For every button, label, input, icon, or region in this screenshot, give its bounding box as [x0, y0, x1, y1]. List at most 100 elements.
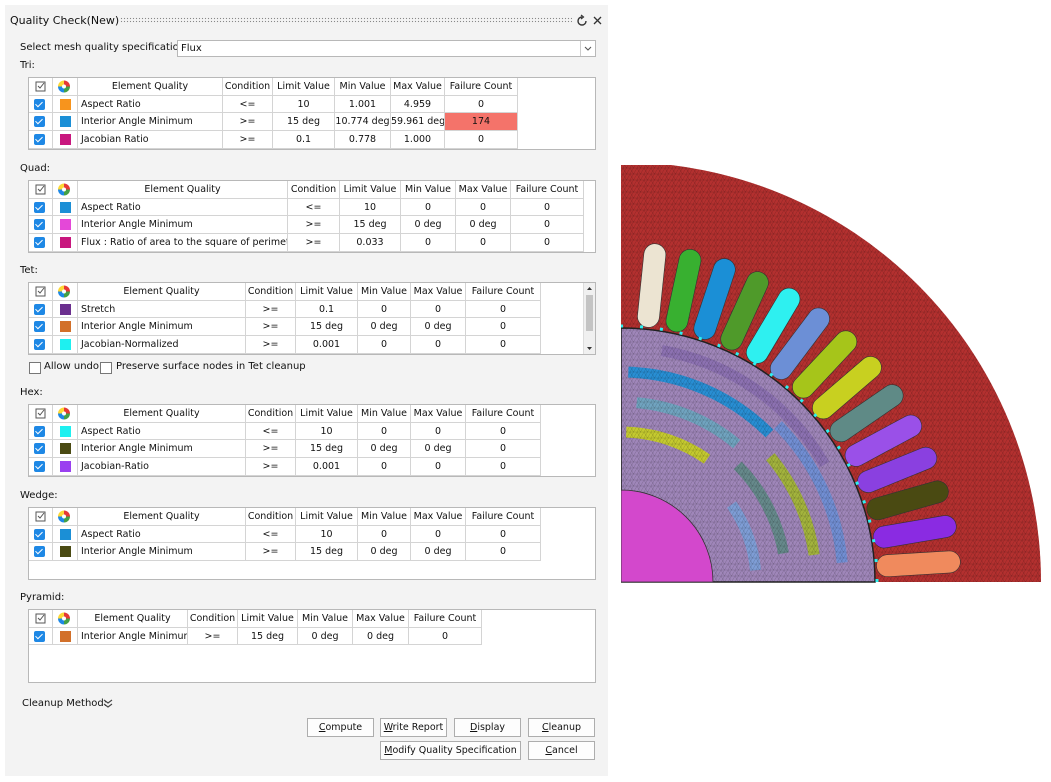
column-header: Element Quality: [78, 181, 288, 199]
spec-dropdown[interactable]: Flux: [177, 40, 596, 57]
column-header: Failure Count: [466, 283, 541, 301]
color-swatch[interactable]: [60, 134, 71, 146]
quality-table: Element Quality Condition Limit Value Min V…: [28, 77, 596, 150]
title-icons: [577, 14, 602, 26]
button[interactable]: Cancel: [528, 741, 595, 760]
row-checkbox[interactable]: [34, 98, 45, 110]
row-checkbox[interactable]: [34, 134, 45, 146]
color-swatch[interactable]: [60, 321, 71, 333]
table-cell: 0: [466, 336, 541, 354]
header-check-cell: [29, 78, 53, 96]
button-label: Compute: [318, 722, 363, 733]
button-label: Cancel: [545, 745, 578, 756]
element-quality: Jacobian-Ratio: [78, 458, 246, 476]
row-check-cell: [29, 300, 53, 319]
column-header: Max Value: [411, 405, 466, 423]
element-quality: Flux : Ratio of area to the square of pe…: [78, 234, 288, 252]
color-swatch[interactable]: [60, 98, 71, 110]
table-cell: 10: [296, 422, 358, 441]
column-header: Max Value: [456, 181, 511, 199]
table-cell: >=: [288, 216, 340, 235]
column-header: Max Value: [411, 283, 466, 301]
row-color-cell: [53, 525, 78, 544]
section-label: Tet:: [20, 265, 38, 276]
table-cell: 0: [401, 198, 456, 217]
expand-icon[interactable]: [103, 698, 113, 710]
refresh-icon[interactable]: [577, 16, 587, 26]
button[interactable]: Cleanup: [528, 718, 595, 737]
row-checkbox[interactable]: [34, 321, 45, 333]
header-color-cell: [53, 508, 78, 526]
row-checkbox[interactable]: [34, 461, 45, 473]
table-cell: 0: [358, 300, 411, 319]
color-swatch[interactable]: [60, 528, 71, 540]
column-header: Limit Value: [340, 181, 401, 199]
table-cell: 0: [401, 234, 456, 252]
row-checkbox[interactable]: [34, 425, 45, 437]
color-swatch[interactable]: [60, 443, 71, 455]
slot: [872, 515, 957, 549]
color-swatch[interactable]: [60, 546, 71, 558]
column-header: Failure Count: [511, 181, 584, 199]
table-cell: 15 deg: [273, 113, 335, 132]
table-cell: 10: [296, 525, 358, 544]
slot: [844, 414, 922, 467]
button[interactable]: Compute: [307, 718, 374, 737]
table-cell: 0.1: [273, 131, 335, 149]
row-checkbox[interactable]: [34, 528, 45, 540]
row-checkbox[interactable]: [34, 237, 45, 249]
table-cell: 0 deg: [411, 543, 466, 562]
color-swatch[interactable]: [60, 303, 71, 315]
column-header: Failure Count: [409, 610, 482, 628]
color-swatch[interactable]: [60, 237, 71, 249]
color-swatch[interactable]: [60, 116, 71, 128]
element-quality: Jacobian Ratio: [78, 131, 223, 149]
color-swatch[interactable]: [60, 339, 71, 351]
color-swatch[interactable]: [60, 461, 71, 473]
table-cell: 0: [511, 234, 584, 252]
header-check-cell: [29, 610, 53, 628]
element-quality: Interior Angle Minimum: [78, 113, 223, 132]
table-cell: 0: [511, 216, 584, 235]
color-swatch[interactable]: [60, 201, 71, 213]
row-checkbox[interactable]: [34, 201, 45, 213]
row-checkbox[interactable]: [34, 303, 45, 315]
row-checkbox[interactable]: [34, 546, 45, 558]
table-cell: 0 deg: [411, 318, 466, 337]
color-swatch[interactable]: [60, 425, 71, 437]
color-swatch[interactable]: [60, 630, 71, 642]
section-label: Hex:: [20, 387, 43, 398]
row-check-cell: [29, 336, 53, 354]
table-cell: 0: [409, 627, 482, 646]
quality-table: Element Quality Condition Limit Value Min V…: [28, 282, 596, 355]
table-cell: 0: [456, 234, 511, 252]
header-check-cell: [29, 283, 53, 301]
close-icon[interactable]: [593, 16, 602, 25]
table-cell: 15 deg: [238, 627, 298, 646]
column-header: Element Quality: [78, 78, 223, 96]
option-checkbox[interactable]: [29, 362, 41, 374]
row-checkbox[interactable]: [34, 443, 45, 455]
dropdown-arrow[interactable]: [580, 41, 595, 56]
row-checkbox[interactable]: [34, 339, 45, 351]
scrollbar[interactable]: [583, 283, 595, 354]
option-checkbox[interactable]: [100, 362, 112, 374]
table-cell: 0: [466, 300, 541, 319]
drag-grip[interactable]: [120, 17, 572, 23]
color-swatch[interactable]: [60, 219, 71, 231]
column-header: Condition: [246, 283, 296, 301]
column-header: Limit Value: [273, 78, 335, 96]
element-quality: Interior Angle Minimum: [78, 440, 246, 459]
header-check-cell: [29, 508, 53, 526]
row-checkbox[interactable]: [34, 219, 45, 231]
table-cell: 0 deg: [353, 627, 409, 646]
column-header: Failure Count: [466, 405, 541, 423]
table-cell: 1.000: [391, 131, 445, 149]
button[interactable]: Display: [454, 718, 521, 737]
row-checkbox[interactable]: [34, 630, 45, 642]
table-cell: >=: [288, 234, 340, 252]
row-checkbox[interactable]: [34, 116, 45, 128]
button[interactable]: Modify Quality Specification: [380, 741, 521, 760]
table-cell: 0: [358, 458, 411, 476]
button[interactable]: Write Report: [380, 718, 447, 737]
